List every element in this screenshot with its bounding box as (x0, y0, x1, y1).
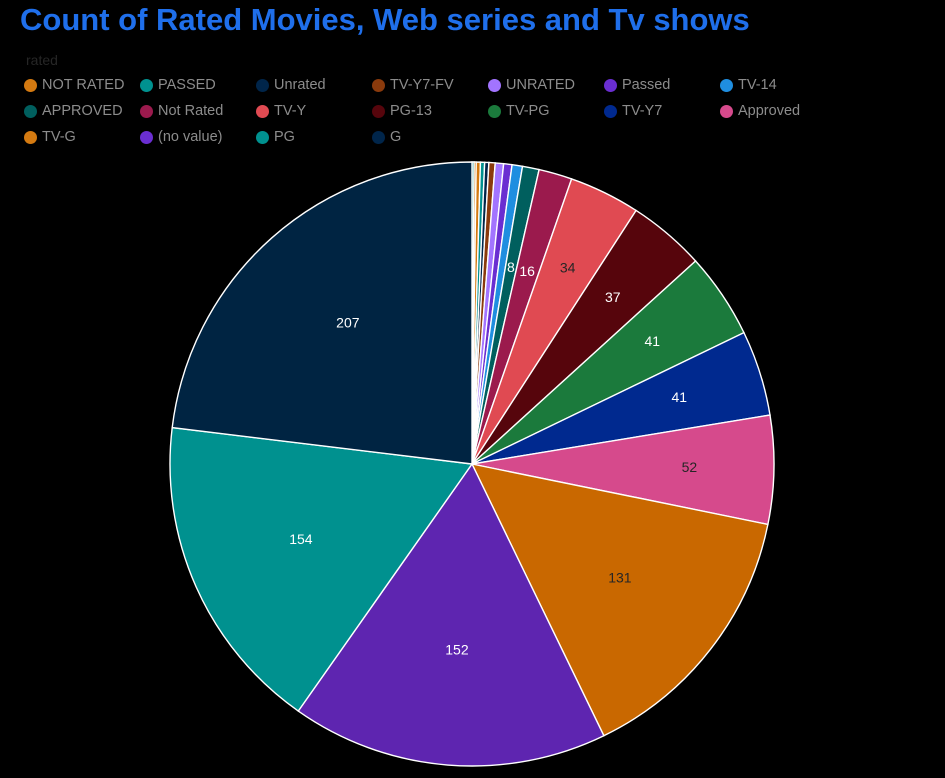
slice-data-label: 154 (289, 531, 313, 547)
legend-swatch (140, 104, 153, 118)
legend-label: PG (274, 129, 295, 145)
legend-label: Approved (738, 103, 801, 119)
slice-data-label: 41 (672, 389, 688, 405)
legend-item[interactable]: PG-13 (372, 103, 488, 119)
slice-data-label: 152 (445, 641, 469, 657)
legend-label: TV-14 (738, 77, 777, 93)
legend-item[interactable]: G (372, 129, 488, 145)
pie-slice-tv-g[interactable] (470, 463, 769, 737)
legend-swatch (488, 104, 501, 118)
legend-label: PG-13 (390, 103, 432, 119)
legend-swatch (372, 130, 385, 144)
chart-legend: NOT RATED PASSED Unrated TV-Y7-FV UNRATED Pas… (24, 72, 844, 150)
legend-label: TV-Y7 (622, 103, 663, 119)
legend-item[interactable]: TV-Y7-FV (372, 77, 488, 93)
legend-label: TV-Y7-FV (390, 77, 454, 93)
legend-label: Not Rated (158, 103, 224, 119)
legend-item[interactable]: PASSED (140, 77, 256, 93)
legend-swatch (372, 78, 385, 92)
pie-slice-g[interactable] (171, 161, 473, 465)
legend-label: Unrated (274, 77, 326, 93)
legend-item[interactable]: TV-14 (720, 77, 836, 93)
legend-swatch (720, 78, 733, 92)
legend-swatch (140, 130, 153, 144)
legend-item[interactable]: TV-Y7 (604, 103, 720, 119)
legend-swatch (256, 104, 269, 118)
legend-item[interactable]: PG (256, 129, 372, 145)
legend-swatch (140, 78, 153, 92)
slice-data-label: 8 (507, 259, 515, 275)
slice-data-label: 16 (519, 263, 535, 279)
slice-data-label: 52 (682, 459, 698, 475)
slice-data-label: 207 (336, 315, 360, 331)
legend-label: Passed (622, 77, 671, 93)
legend-row: APPROVED Not Rated TV-Y PG-13 TV-PG TV-Y7 Appr… (24, 98, 844, 124)
legend-label: APPROVED (42, 103, 123, 119)
legend-item[interactable]: TV-Y (256, 103, 372, 119)
legend-swatch (24, 104, 37, 118)
legend-label: UNRATED (506, 77, 576, 93)
legend-title: rated (26, 52, 58, 68)
legend-swatch (488, 78, 501, 92)
pie-slice-no-value[interactable] (297, 462, 605, 767)
pie-slice-pg[interactable] (169, 426, 474, 713)
slice-data-label: 41 (644, 333, 660, 349)
legend-item[interactable]: TV-PG (488, 103, 604, 119)
legend-label: TV-PG (506, 103, 550, 119)
legend-row: TV-G (no value) PG G (24, 124, 844, 150)
legend-item[interactable]: Approved (720, 103, 836, 119)
legend-item[interactable]: (no value) (140, 129, 256, 145)
slice-data-label: 37 (605, 289, 621, 305)
legend-swatch (604, 78, 617, 92)
legend-label: TV-Y (274, 103, 307, 119)
legend-label: PASSED (158, 77, 216, 93)
legend-label: TV-G (42, 129, 76, 145)
legend-item[interactable]: Passed (604, 77, 720, 93)
legend-swatch (256, 130, 269, 144)
chart-title: Count of Rated Movies, Web series and Tv… (20, 2, 750, 37)
legend-swatch (24, 78, 37, 92)
legend-item[interactable]: TV-G (24, 129, 140, 145)
legend-label: (no value) (158, 129, 223, 145)
legend-swatch (372, 104, 385, 118)
legend-label: NOT RATED (42, 77, 125, 93)
legend-item[interactable]: NOT RATED (24, 77, 140, 93)
legend-item[interactable]: Not Rated (140, 103, 256, 119)
legend-swatch (604, 104, 617, 118)
legend-row: NOT RATED PASSED Unrated TV-Y7-FV UNRATED Pas… (24, 72, 844, 98)
slice-data-label: 131 (608, 570, 632, 586)
legend-item[interactable]: Unrated (256, 77, 372, 93)
legend-label: G (390, 129, 402, 145)
legend-swatch (256, 78, 269, 92)
legend-swatch (24, 130, 37, 144)
legend-swatch (720, 104, 733, 118)
slice-data-label: 34 (560, 259, 576, 275)
legend-item[interactable]: UNRATED (488, 77, 604, 93)
legend-item[interactable]: APPROVED (24, 103, 140, 119)
